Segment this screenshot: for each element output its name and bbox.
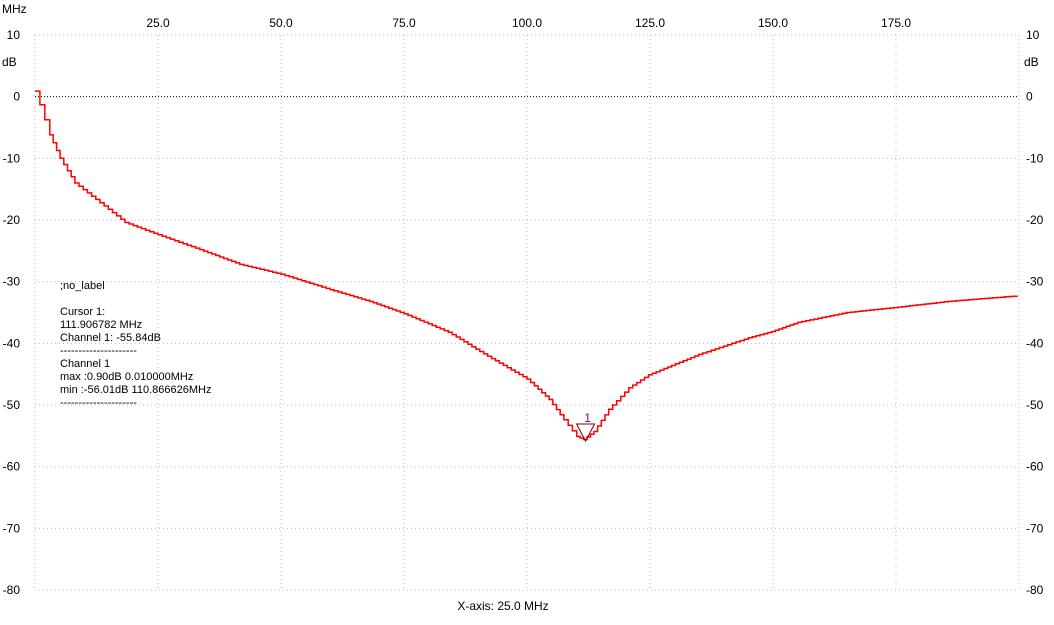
channel-max: max :0.90dB 0.010000MHz — [60, 371, 194, 383]
y-tick-label-right: -60 — [1026, 460, 1044, 474]
channel-min: min :-56.01dB 110.866626MHz — [60, 384, 212, 396]
y-unit-label-right: dB — [1024, 55, 1039, 69]
y-tick-label-right: -50 — [1026, 398, 1044, 412]
cursor-title: Cursor 1: — [60, 306, 106, 318]
y-tick-label-left: -70 — [3, 521, 21, 535]
y-tick-label-left: -30 — [3, 275, 21, 289]
y-tick-label-left: 0 — [13, 90, 20, 104]
grid — [34, 34, 1020, 591]
y-tick-label-right: -40 — [1026, 336, 1044, 350]
x-tick-label: 50.0 — [269, 16, 293, 30]
marker-label: 1 — [584, 411, 591, 425]
series-trace — [35, 90, 1018, 441]
x-tick-label: 75.0 — [392, 16, 416, 30]
y-tick-label-left: -60 — [3, 460, 21, 474]
marker-triangle-icon — [575, 423, 596, 443]
cursor-value: Channel 1: -55.84dB — [60, 332, 161, 344]
y-tick-label-left: -10 — [3, 151, 21, 165]
y-tick-label-left: -50 — [3, 398, 21, 412]
y-tick-label-right: -10 — [1026, 151, 1044, 165]
separator: --------------------- — [60, 397, 137, 409]
y-tick-label-right: -30 — [1026, 275, 1044, 289]
info-label: ;no_label — [60, 280, 105, 292]
y-tick-label-left: -40 — [3, 336, 21, 350]
info-panel: ;no_label Cursor 1: 111.906782 MHz Chann… — [60, 280, 211, 410]
tick-labels: 10 10 0 0 -10 -10 -20 -20 -30 -30 -40 -40 -50 -50 -60 -… — [3, 16, 1044, 597]
x-tick-label: 100.0 — [512, 16, 542, 30]
separator: --------------------- — [60, 345, 137, 357]
y-tick-label-right: -70 — [1026, 521, 1044, 535]
y-tick-label-left: -80 — [3, 583, 21, 597]
x-unit-label: MHz — [2, 2, 27, 16]
channel-title: Channel 1 — [60, 358, 111, 370]
x-tick-label: 175.0 — [881, 16, 911, 30]
x-tick-label: 125.0 — [635, 16, 665, 30]
x-tick-label: 150.0 — [758, 16, 788, 30]
y-tick-label-left: -20 — [3, 213, 21, 227]
cursor-frequency: 111.906782 MHz — [60, 319, 143, 331]
cursor-marker[interactable]: 1 — [575, 411, 596, 443]
y-tick-label-right: -20 — [1026, 213, 1044, 227]
y-tick-label-right: -80 — [1026, 583, 1044, 597]
y-tick-label-right: 0 — [1026, 90, 1033, 104]
y-tick-label-left: 10 — [7, 28, 21, 42]
x-tick-label: 25.0 — [146, 16, 170, 30]
y-unit-label-left: dB — [2, 55, 17, 69]
y-tick-label-right: 10 — [1026, 28, 1040, 42]
x-axis-label: X-axis: 25.0 MHz — [457, 599, 548, 613]
